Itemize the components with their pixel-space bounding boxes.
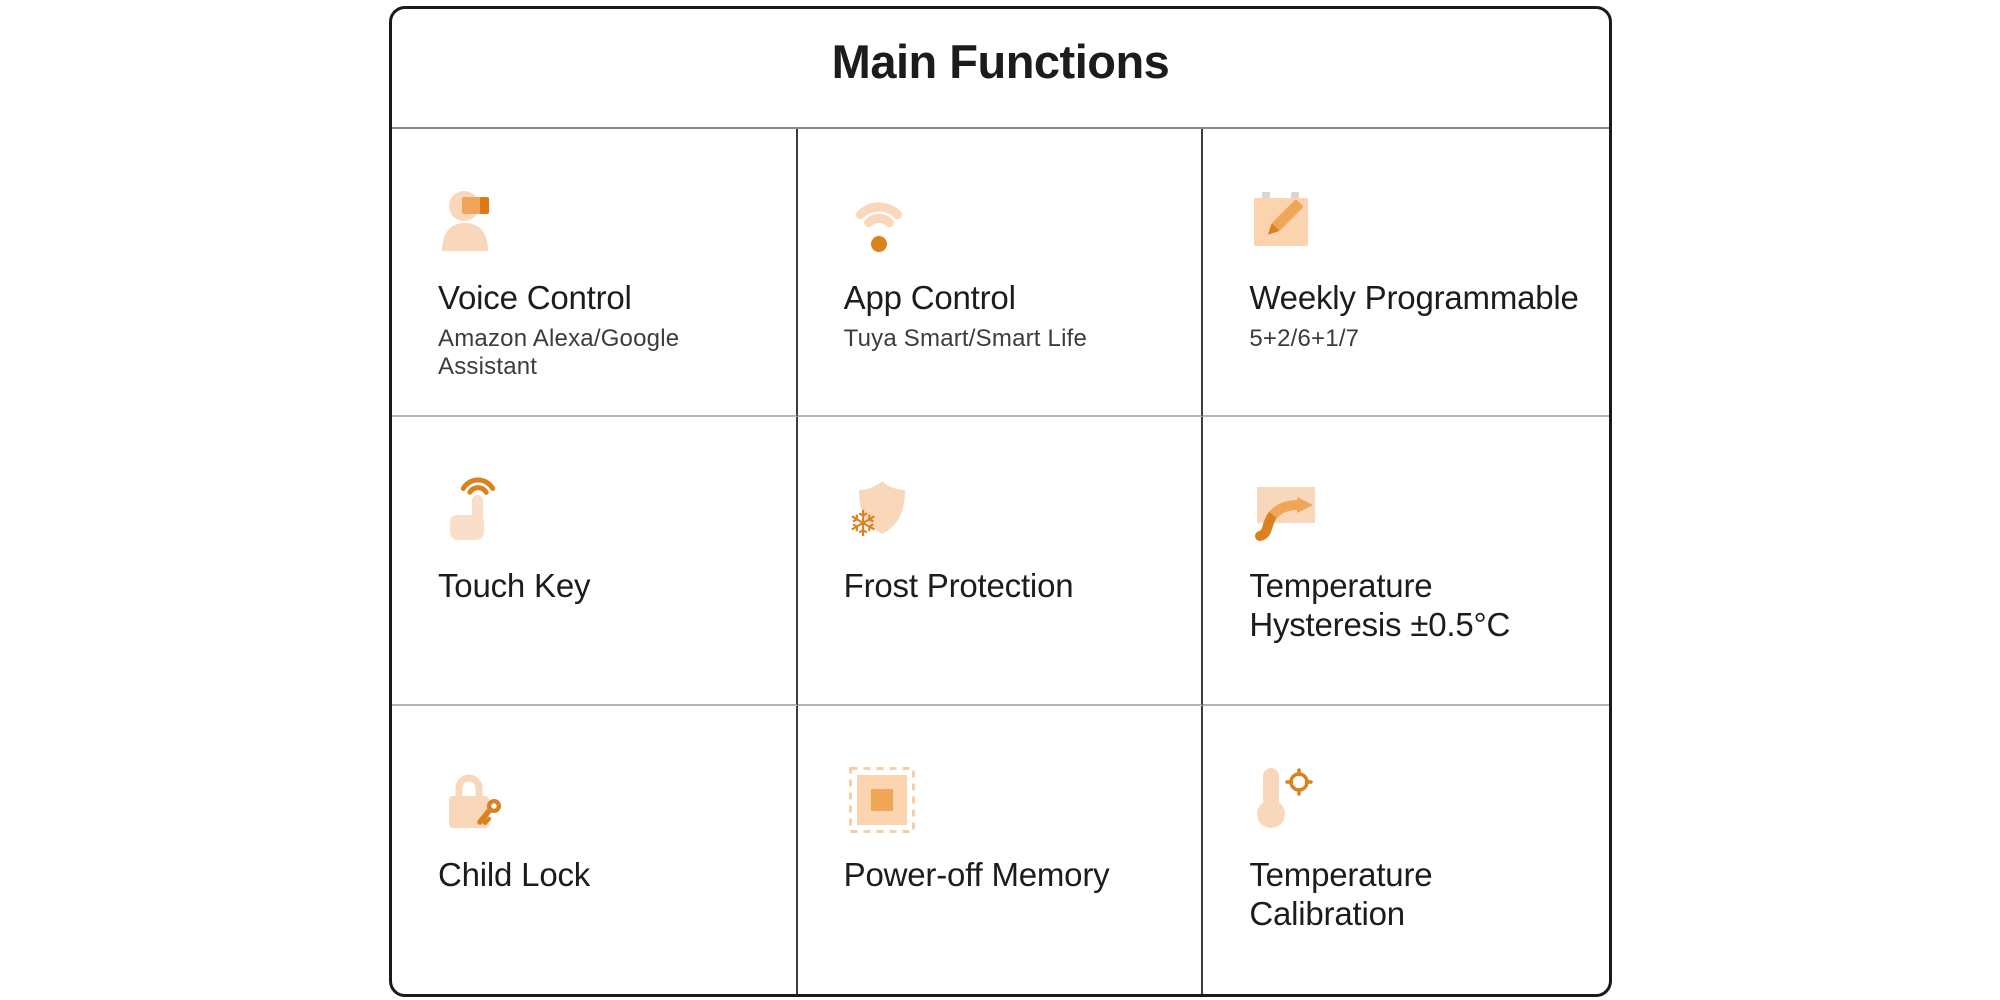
- feature-label-line2: Hysteresis ±0.5°C: [1249, 606, 1511, 644]
- feature-label: Child Lock: [438, 855, 591, 893]
- feature-cell-temperature-hysteresis: Temperature Hysteresis ±0.5°C: [1203, 417, 1609, 706]
- main-functions-panel: Main Functions Voice Control Amazon Alex…: [389, 6, 1612, 997]
- feature-cell-voice-control: Voice Control Amazon Alexa/Google Assist…: [392, 129, 798, 418]
- app-control-wifi-icon: [844, 185, 920, 261]
- touch-key-icon: [438, 473, 514, 549]
- panel-header: Main Functions: [392, 9, 1609, 129]
- feature-label: Temperature: [1249, 567, 1433, 605]
- feature-sublabel: 5+2/6+1/7: [1249, 324, 1360, 352]
- feature-label: Frost Protection: [843, 567, 1074, 605]
- child-lock-icon: [438, 762, 514, 838]
- feature-cell-app-control: App Control Tuya Smart/Smart Life: [797, 129, 1204, 418]
- svg-text:❄: ❄: [848, 504, 878, 545]
- feature-label: App Control: [843, 279, 1016, 316]
- page-title: Main Functions: [831, 34, 1170, 88]
- feature-cell-touch-key: Touch Key: [392, 417, 798, 706]
- feature-sublabel: Amazon Alexa/Google Assistant: [438, 324, 680, 380]
- feature-cell-child-lock: Child Lock: [392, 705, 798, 994]
- feature-label: Weekly Programmable: [1249, 279, 1579, 316]
- power-off-memory-chip-icon: [844, 762, 920, 838]
- frost-protection-shield-icon: ❄: [844, 473, 920, 549]
- features-grid: Voice Control Amazon Alexa/Google Assist…: [392, 129, 1609, 994]
- feature-label: Temperature: [1249, 855, 1433, 893]
- feature-cell-frost-protection: ❄ Frost Protection: [797, 417, 1204, 706]
- feature-cell-temperature-calibration: Temperature Calibration: [1203, 706, 1609, 994]
- feature-label: Voice Control: [438, 279, 632, 316]
- hysteresis-arrow-icon: [1249, 473, 1325, 549]
- feature-label: Power-off Memory: [843, 855, 1110, 893]
- feature-label-line2: Calibration: [1249, 894, 1405, 932]
- calendar-pencil-icon: [1249, 185, 1325, 261]
- feature-sublabel: Tuya Smart/Smart Life: [843, 324, 1088, 352]
- feature-label: Touch Key: [438, 567, 591, 605]
- feature-cell-power-off-memory: Power-off Memory: [798, 705, 1204, 994]
- voice-control-icon: [438, 185, 514, 261]
- temperature-calibration-icon: [1249, 762, 1325, 838]
- feature-cell-weekly-programmable: Weekly Programmable 5+2/6+1/7: [1203, 129, 1609, 418]
